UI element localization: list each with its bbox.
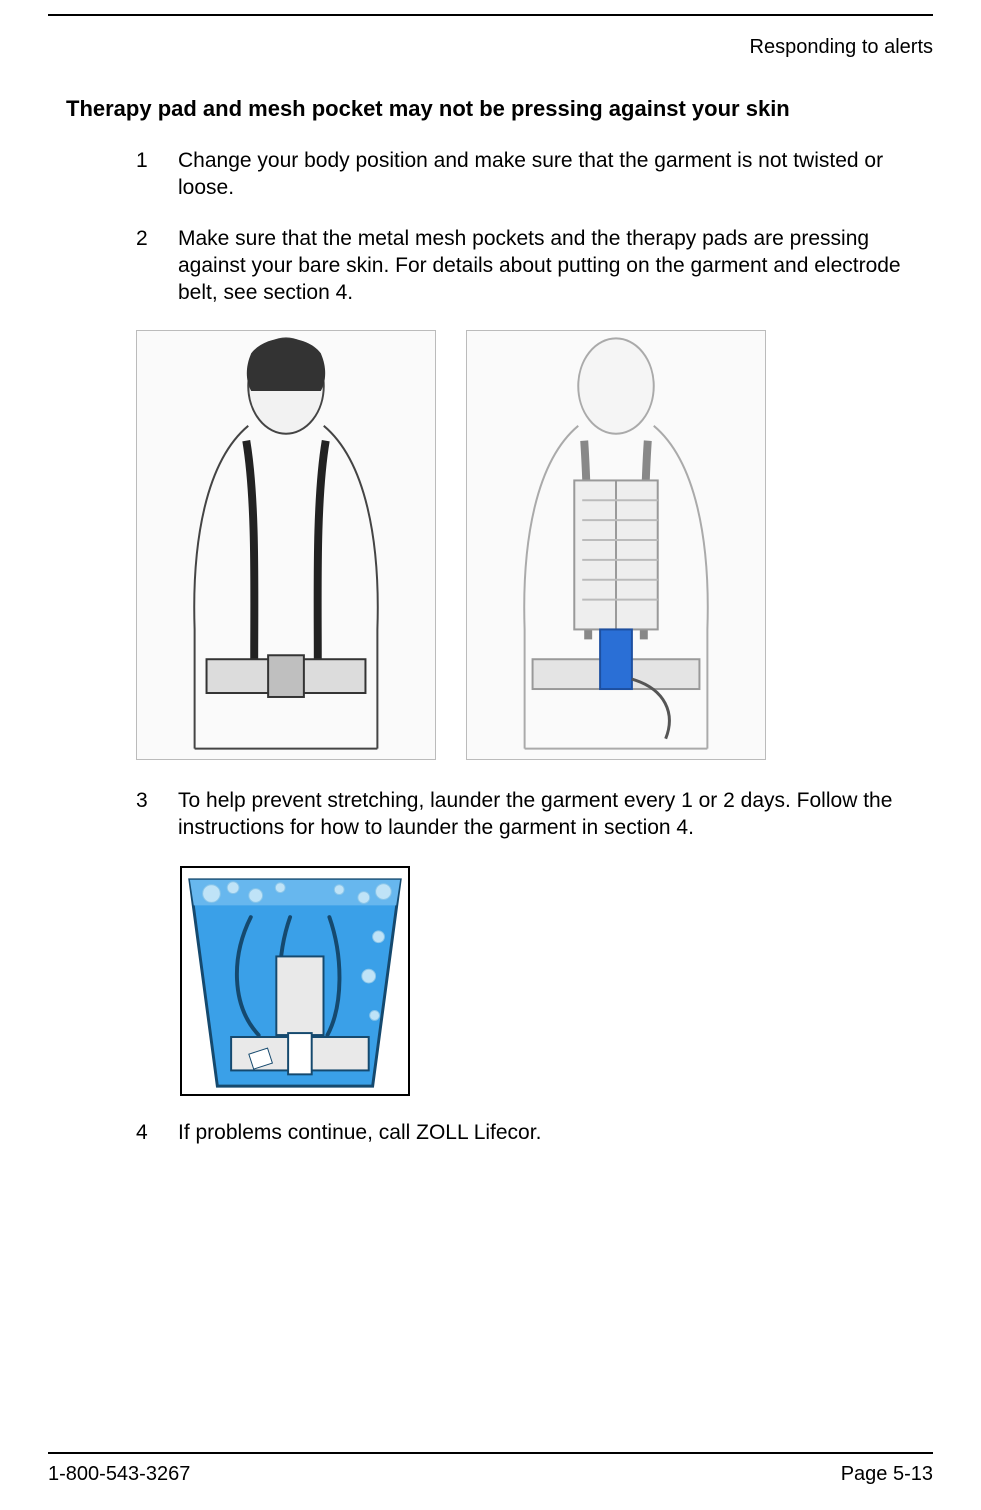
header-right: Responding to alerts <box>750 36 933 59</box>
step-list: 1 Change your body position and make sur… <box>136 148 925 306</box>
section-title: Therapy pad and mesh pocket may not be p… <box>66 96 933 122</box>
step-3: 3 To help prevent stretching, launder th… <box>136 788 925 842</box>
front-torso-icon <box>137 331 435 759</box>
step-list-3: 4 If problems continue, call ZOLL Lifeco… <box>136 1120 925 1147</box>
figure-wash <box>180 866 410 1096</box>
step-1: 1 Change your body position and make sur… <box>136 148 925 202</box>
figure-row-garment <box>136 330 933 760</box>
wash-icon <box>182 868 408 1094</box>
footer-phone: 1-800-543-3267 <box>48 1463 190 1486</box>
step-text: To help prevent stretching, launder the … <box>178 788 925 842</box>
step-number: 3 <box>136 788 156 842</box>
footer: 1-800-543-3267 Page 5-13 <box>48 1463 933 1486</box>
step-list-2: 3 To help prevent stretching, launder th… <box>136 788 925 842</box>
step-number: 1 <box>136 148 156 202</box>
content: Therapy pad and mesh pocket may not be p… <box>48 96 933 1147</box>
page: Responding to alerts Therapy pad and mes… <box>0 14 981 1510</box>
step-2: 2 Make sure that the metal mesh pockets … <box>136 226 925 307</box>
figure-back-torso <box>466 330 766 760</box>
bottom-rule <box>48 1452 933 1454</box>
step-text: Make sure that the metal mesh pockets an… <box>178 226 925 307</box>
step-text: If problems continue, call ZOLL Lifecor. <box>178 1120 925 1147</box>
back-torso-icon <box>467 331 765 759</box>
figure-front-torso <box>136 330 436 760</box>
step-number: 4 <box>136 1120 156 1147</box>
top-rule <box>48 14 933 16</box>
footer-page: Page 5-13 <box>841 1463 933 1486</box>
step-number: 2 <box>136 226 156 307</box>
step-4: 4 If problems continue, call ZOLL Lifeco… <box>136 1120 925 1147</box>
step-text: Change your body position and make sure … <box>178 148 925 202</box>
